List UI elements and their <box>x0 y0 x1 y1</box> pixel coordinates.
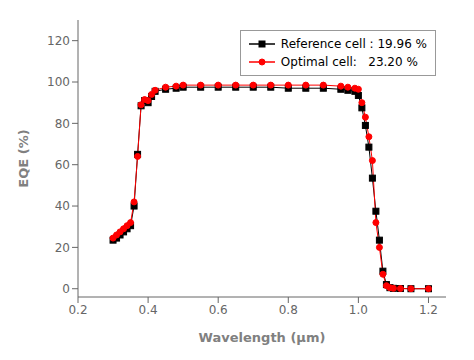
html-text:Reference cell : 19.96 %: Reference cell : 19.96 % <box>280 37 427 51</box>
svg-text:100: 100 <box>47 75 70 89</box>
svg-text:0: 0 <box>62 282 70 296</box>
svg-text:1.0: 1.0 <box>349 303 368 317</box>
svg-text:1.2: 1.2 <box>419 303 438 317</box>
svg-text:0.4: 0.4 <box>139 303 158 317</box>
svg-text:Wavelength (μm): Wavelength (μm) <box>199 330 326 345</box>
html-text:Optimal cell: 23.20 %: Optimal cell: 23.20 % <box>280 55 418 69</box>
svg-text:80: 80 <box>55 117 70 131</box>
svg-text:EQE (%): EQE (%) <box>16 129 31 187</box>
svg-text:40: 40 <box>55 199 70 213</box>
svg-text:60: 60 <box>55 158 70 172</box>
svg-text:0.8: 0.8 <box>279 303 298 317</box>
svg-text:0.6: 0.6 <box>209 303 228 317</box>
svg-text:0.2: 0.2 <box>68 303 87 317</box>
svg-text:20: 20 <box>55 241 70 255</box>
svg-text:120: 120 <box>47 34 70 48</box>
